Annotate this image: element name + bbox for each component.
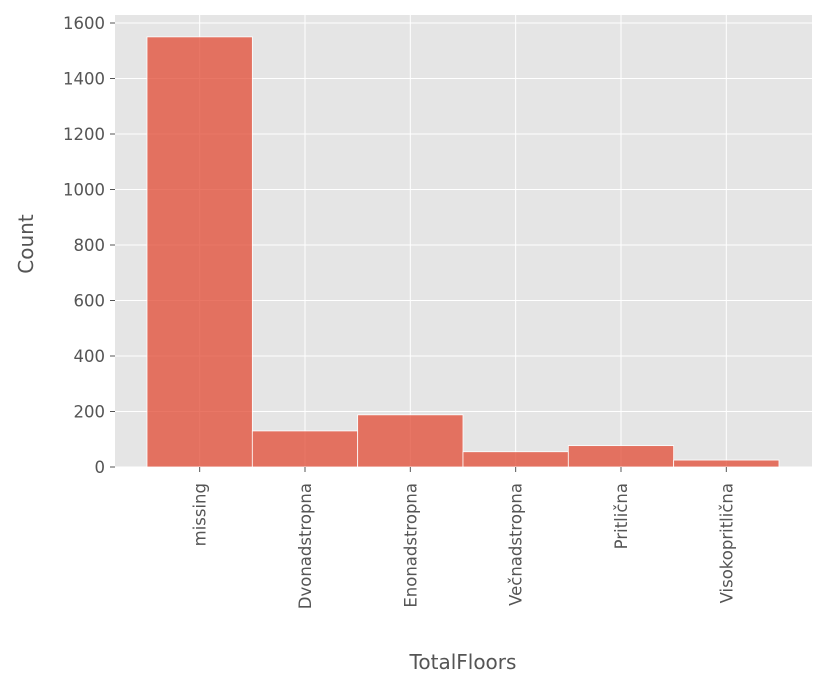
x-tick-label: Enonadstropna	[401, 483, 420, 608]
bar-enonadstropna	[357, 414, 464, 468]
x-axis-label: TotalFloors	[409, 650, 517, 674]
bar-pritlična	[567, 445, 675, 468]
x-tick-label: missing	[191, 483, 210, 546]
x-tick-label: Visokopritlična	[717, 483, 736, 603]
bars	[146, 36, 780, 468]
y-axis-label: Count	[14, 214, 38, 274]
y-tick-label: 600	[74, 292, 106, 311]
y-tick-label: 400	[74, 347, 106, 366]
bar-visokopritlična	[673, 459, 780, 468]
x-tick-label: Pritlična	[612, 483, 631, 549]
y-tick-label: 1600	[63, 14, 105, 33]
bar-missing	[146, 36, 253, 468]
y-tick-label: 1200	[63, 125, 105, 144]
y-tick-label: 800	[74, 236, 106, 255]
y-axis-ticks: 0 200 400 600 800 1000 1200 1400 1600	[63, 14, 115, 477]
y-tick-label: 1000	[63, 181, 105, 200]
y-tick-label: 1400	[63, 70, 105, 89]
bar-večnadstropna	[462, 451, 569, 468]
x-axis-ticks: missing Dvonadstropna Enonadstropna Večnads…	[191, 467, 736, 609]
x-tick-label: Dvonadstropna	[296, 483, 315, 609]
bar-dvonadstropna	[251, 430, 359, 468]
y-tick-label: 0	[95, 458, 106, 477]
x-tick-label: Večnadstropna	[507, 483, 526, 606]
y-tick-label: 200	[74, 403, 106, 422]
